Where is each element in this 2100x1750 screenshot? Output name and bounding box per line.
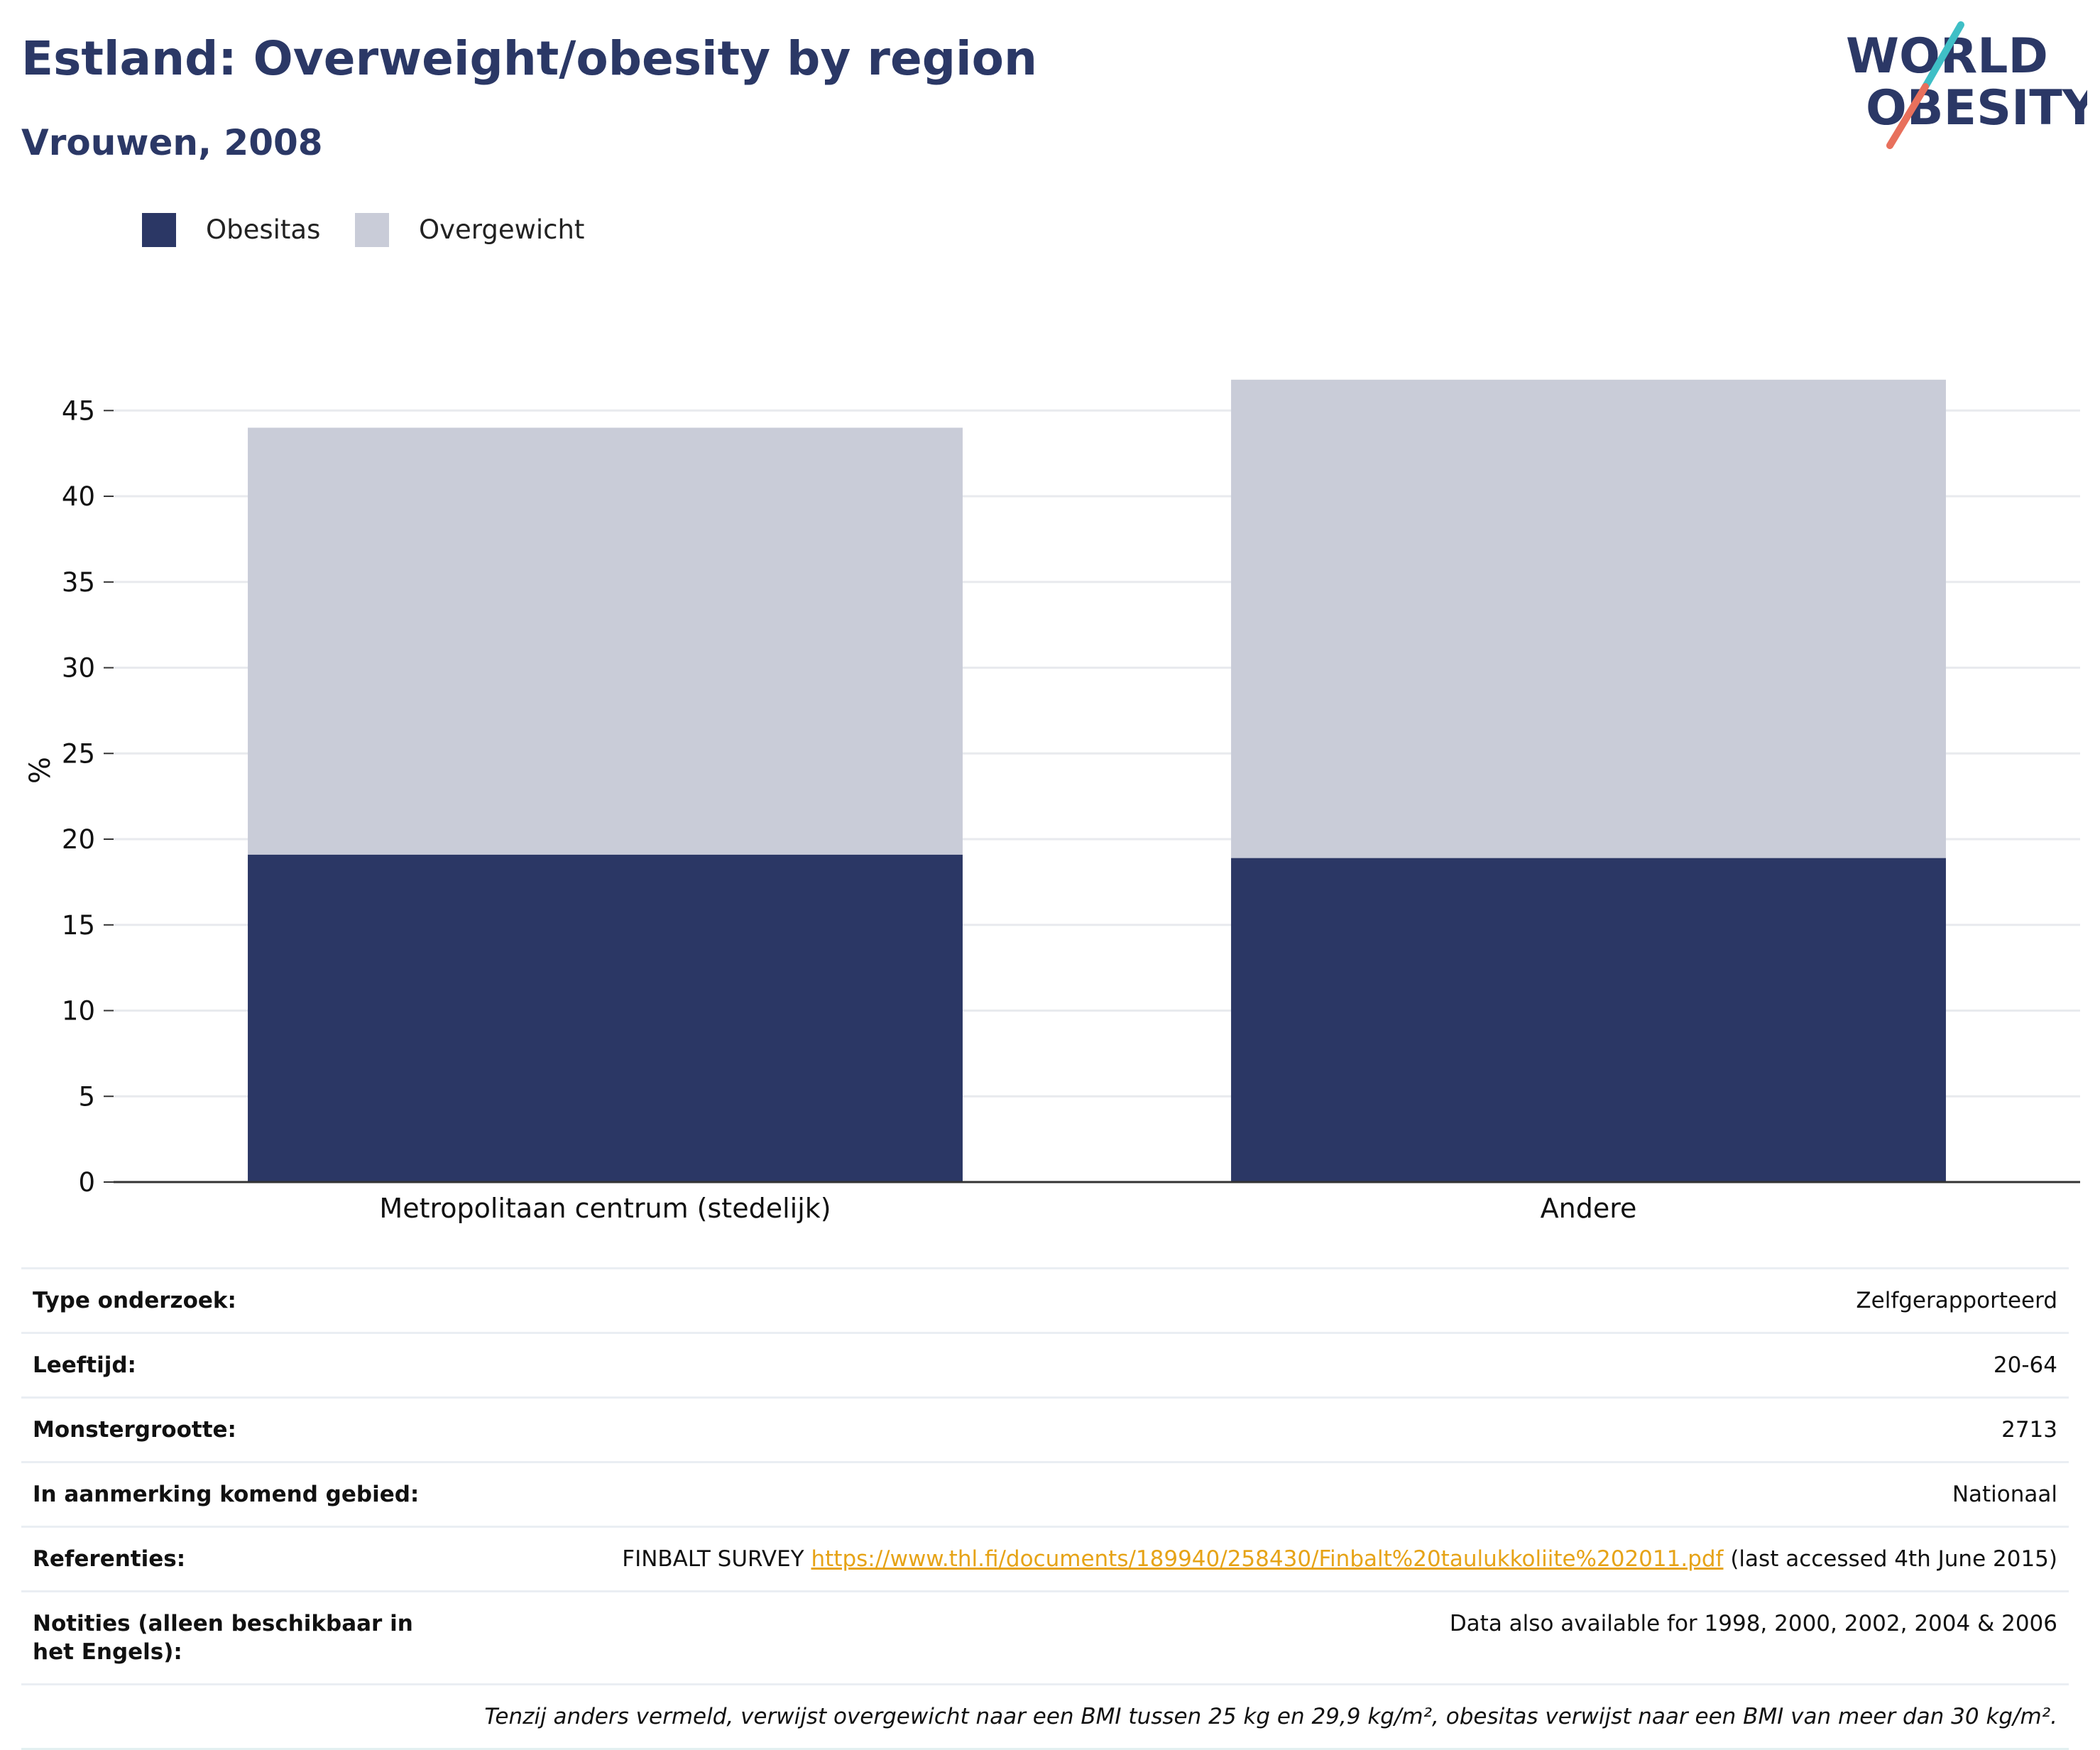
world-obesity-logo: WORLD OBESITY — [1846, 21, 2087, 149]
bar-obesitas-1[interactable] — [1231, 858, 1946, 1182]
page-subtitle: Vrouwen, 2008 — [21, 122, 323, 163]
age-value: 20-64 — [1993, 1352, 2057, 1378]
x-category-label-1: Andere — [1541, 1193, 1637, 1224]
references-value: FINBALT SURVEY https://www.thl.fi/docume… — [622, 1545, 2057, 1573]
y-tick-label-15: 15 — [62, 910, 95, 941]
references-prefix: FINBALT SURVEY — [622, 1546, 811, 1572]
bar-overgewicht-1[interactable] — [1231, 379, 1946, 858]
sample-size-value: 2713 — [2001, 1417, 2057, 1443]
references-suffix: (last accessed 4th June 2015) — [1723, 1546, 2057, 1572]
y-tick-label-20: 20 — [62, 824, 95, 855]
notes-label: Notities (alleen beschikbaar in het Enge… — [33, 1611, 413, 1665]
survey-type-value: Zelfgerapporteerd — [1856, 1288, 2057, 1313]
y-tick-label-35: 35 — [62, 567, 95, 598]
y-tick-label-10: 10 — [62, 996, 95, 1027]
legend-swatch-obesitas — [142, 213, 176, 247]
y-tick-label-45: 45 — [62, 395, 95, 426]
legend-swatch-overgewicht — [355, 213, 389, 247]
legend-label-overgewicht: Overgewicht — [419, 214, 585, 245]
survey-type-label: Type onderzoek: — [33, 1288, 236, 1313]
info-row-area: In aanmerking komend gebied: Nationaal — [21, 1461, 2069, 1526]
y-axis-label: % — [24, 757, 57, 784]
references-label: Referenties: — [33, 1546, 186, 1572]
bars — [248, 379, 1946, 1182]
sample-size-label: Monstergrootte: — [33, 1417, 236, 1443]
survey-info-table: Type onderzoek: Zelfgerapporteerd Leefti… — [21, 1267, 2069, 1750]
axes: 0 5 10 15 20 25 30 35 40 45 Metropolitaan centrum … — [62, 395, 2080, 1224]
age-label: Leeftijd: — [33, 1352, 136, 1378]
x-category-label-0: Metropolitaan centrum (stedelijk) — [379, 1193, 831, 1224]
y-tick-label-40: 40 — [62, 481, 95, 512]
page-title: Estland: Overweight/obesity by region — [21, 31, 1037, 86]
references-link[interactable]: https://www.thl.fi/documents/189940/2584… — [811, 1546, 1724, 1572]
info-row-survey-type: Type onderzoek: Zelfgerapporteerd — [21, 1267, 2069, 1332]
legend-label-obesitas: Obesitas — [206, 214, 321, 245]
logo-line1: WORLD — [1846, 28, 2048, 84]
info-row-sample-size: Monstergrootte: 2713 — [21, 1396, 2069, 1461]
y-tick-label-30: 30 — [62, 653, 95, 684]
notes-value: Data also available for 1998, 2000, 2002… — [1449, 1611, 2057, 1636]
bar-overgewicht-0[interactable] — [248, 427, 963, 855]
y-tick-label-25: 25 — [62, 738, 95, 769]
y-tick-label-5: 5 — [78, 1081, 95, 1112]
bmi-footnote: Tenzij anders vermeld, verwijst overgewi… — [21, 1683, 2069, 1750]
bar-obesitas-0[interactable] — [248, 854, 963, 1182]
y-tick-label-0: 0 — [78, 1167, 95, 1198]
area-label: In aanmerking komend gebied: — [33, 1482, 420, 1507]
stacked-bar-chart: 0 5 10 15 20 25 30 35 40 45 Metropolitaan centrum … — [24, 379, 2080, 1224]
info-row-notes: Notities (alleen beschikbaar in het Enge… — [21, 1590, 2069, 1683]
info-row-references: Referenties: FINBALT SURVEY https://www.… — [21, 1526, 2069, 1590]
info-row-age: Leeftijd: 20-64 — [21, 1332, 2069, 1396]
logo-slash-coral — [1886, 83, 1929, 149]
area-value: Nationaal — [1952, 1482, 2057, 1507]
logo-slash-teal — [1922, 21, 1964, 90]
